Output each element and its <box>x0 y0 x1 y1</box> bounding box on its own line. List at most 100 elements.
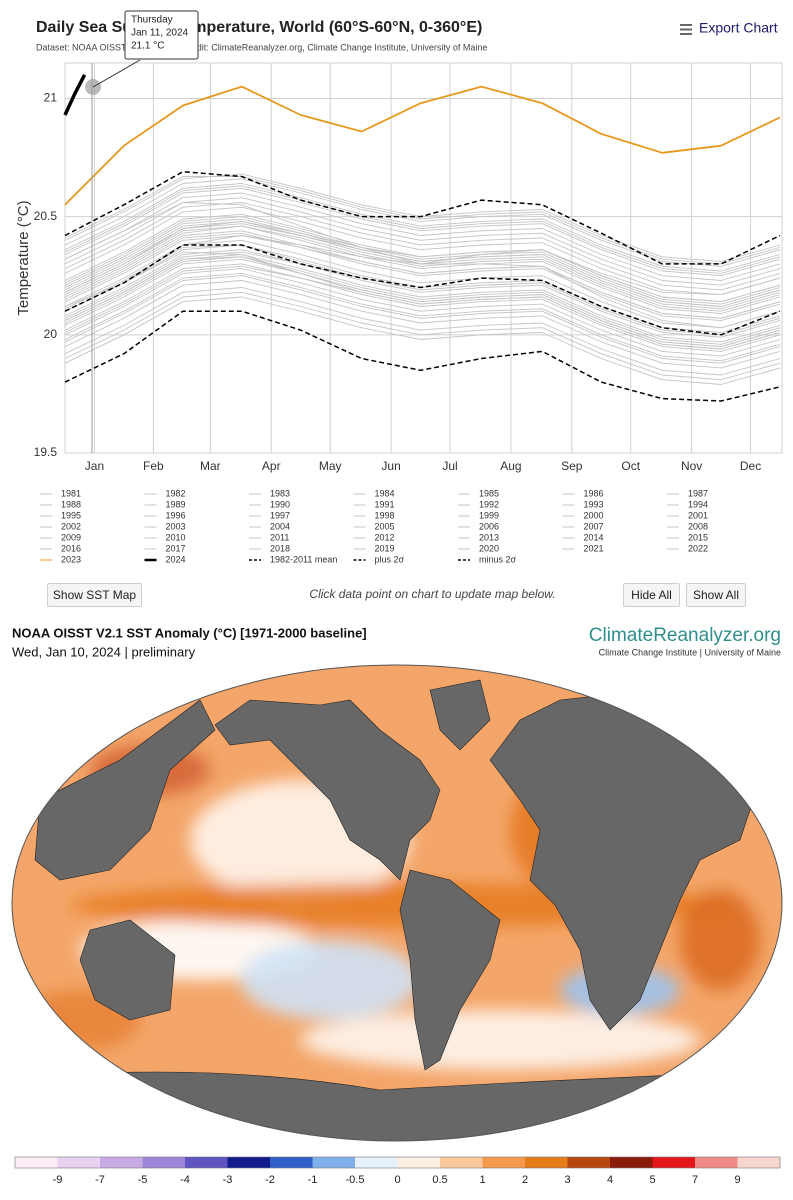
legend-item[interactable]: 1997 <box>249 510 290 520</box>
legend-item[interactable]: 2024 <box>144 554 186 564</box>
legend-item[interactable]: 2011 <box>249 532 289 542</box>
legend-item[interactable]: 1989 <box>144 499 186 509</box>
legend-label[interactable]: 2016 <box>61 543 81 553</box>
legend-item[interactable]: 1994 <box>667 499 708 509</box>
show-all-button[interactable]: Show All <box>686 583 746 607</box>
legend-item[interactable]: 2010 <box>144 532 186 542</box>
legend-label[interactable]: 2021 <box>584 543 604 553</box>
hide-all-button[interactable]: Hide All <box>623 583 680 607</box>
legend-item[interactable]: 2008 <box>667 521 708 531</box>
legend-item[interactable]: 2002 <box>40 521 81 531</box>
legend-item[interactable]: 2021 <box>562 543 604 553</box>
legend-item[interactable]: 1985 <box>458 488 499 498</box>
legend-label[interactable]: 1991 <box>375 499 395 509</box>
export-label[interactable]: Export Chart <box>699 20 778 36</box>
legend-item[interactable]: 1999 <box>458 510 499 520</box>
legend-label[interactable]: 2002 <box>61 521 81 531</box>
legend-item[interactable]: 2015 <box>667 532 708 542</box>
legend-item[interactable]: 2020 <box>458 543 499 553</box>
legend-label[interactable]: 1994 <box>688 499 708 509</box>
legend-label[interactable]: 1997 <box>270 510 290 520</box>
legend-item[interactable]: 1988 <box>40 499 81 509</box>
legend-item[interactable]: minus 2σ <box>458 554 517 564</box>
legend-label[interactable]: 1989 <box>166 499 186 509</box>
legend-label[interactable]: 2020 <box>479 543 499 553</box>
legend-item[interactable]: 1995 <box>40 510 81 520</box>
legend-label[interactable]: 2004 <box>270 521 290 531</box>
legend-item[interactable]: 2007 <box>562 521 604 531</box>
legend-item[interactable]: 1983 <box>249 488 290 498</box>
legend-item[interactable]: 2014 <box>562 532 604 542</box>
legend-item[interactable]: 2004 <box>249 521 290 531</box>
legend-item[interactable]: 2016 <box>40 543 81 553</box>
legend-label[interactable]: 2007 <box>584 521 604 531</box>
legend-item[interactable]: 2003 <box>144 521 186 531</box>
legend-label[interactable]: 2003 <box>166 521 186 531</box>
legend-label[interactable]: 2017 <box>166 543 186 553</box>
legend-item[interactable]: 1993 <box>562 499 604 509</box>
legend-item[interactable]: 2019 <box>353 543 395 553</box>
legend-item[interactable]: 1991 <box>353 499 395 509</box>
legend-item[interactable]: 2012 <box>353 532 395 542</box>
legend-label[interactable]: 2011 <box>270 532 289 542</box>
legend-item[interactable]: 1992 <box>458 499 499 509</box>
legend-item[interactable]: plus 2σ <box>353 554 405 564</box>
legend-item[interactable]: 2000 <box>562 510 604 520</box>
legend-label[interactable]: 1999 <box>479 510 499 520</box>
export-button[interactable]: Export Chart <box>680 20 778 36</box>
legend-label[interactable]: 2010 <box>166 532 186 542</box>
legend-label[interactable]: 1985 <box>479 488 499 498</box>
legend-label[interactable]: 2022 <box>688 543 708 553</box>
legend-label[interactable]: 2014 <box>584 532 604 542</box>
legend-label[interactable]: 2019 <box>375 543 395 553</box>
legend-label[interactable]: 2006 <box>479 521 499 531</box>
legend-label[interactable]: 1988 <box>61 499 81 509</box>
legend-label[interactable]: 1998 <box>375 510 395 520</box>
legend-label[interactable]: 1993 <box>584 499 604 509</box>
legend-label[interactable]: 2008 <box>688 521 708 531</box>
legend-label[interactable]: 1996 <box>166 510 186 520</box>
legend-label[interactable]: 1992 <box>479 499 499 509</box>
legend-item[interactable]: 2022 <box>667 543 708 553</box>
legend-label[interactable]: 2005 <box>375 521 395 531</box>
legend-item[interactable]: 2017 <box>144 543 186 553</box>
legend-label[interactable]: 1983 <box>270 488 290 498</box>
legend-label[interactable]: 1986 <box>584 488 604 498</box>
legend-item[interactable]: 1987 <box>667 488 708 498</box>
legend-item[interactable]: 1986 <box>562 488 604 498</box>
legend-item[interactable]: 2013 <box>458 532 499 542</box>
legend-item[interactable]: 1981 <box>40 488 81 498</box>
colorbar-cell <box>397 1157 441 1168</box>
legend-label[interactable]: 2000 <box>584 510 604 520</box>
legend-label[interactable]: 2018 <box>270 543 290 553</box>
legend-label[interactable]: 2001 <box>688 510 708 520</box>
legend-label[interactable]: minus 2σ <box>479 554 517 564</box>
legend-item[interactable]: 2006 <box>458 521 499 531</box>
show-map-button[interactable]: Show SST Map <box>47 583 142 607</box>
legend-label[interactable]: 2009 <box>61 532 81 542</box>
legend-item[interactable]: 2005 <box>353 521 395 531</box>
legend-label[interactable]: 2013 <box>479 532 499 542</box>
legend-item[interactable]: 1982 <box>144 488 186 498</box>
legend-item[interactable]: 1996 <box>144 510 186 520</box>
legend-label[interactable]: 1981 <box>61 488 81 498</box>
legend-label[interactable]: 2012 <box>375 532 395 542</box>
legend-label[interactable]: 1982-2011 mean <box>270 554 337 564</box>
legend-item[interactable]: 1990 <box>249 499 290 509</box>
legend-label[interactable]: 2024 <box>166 554 186 564</box>
legend-item[interactable]: 2009 <box>40 532 81 542</box>
legend-item[interactable]: 1998 <box>353 510 395 520</box>
legend-label[interactable]: 1982 <box>166 488 186 498</box>
legend-label[interactable]: 2015 <box>688 532 708 542</box>
legend-label[interactable]: 1987 <box>688 488 708 498</box>
legend-item[interactable]: 2018 <box>249 543 290 553</box>
legend-label[interactable]: plus 2σ <box>375 554 405 564</box>
legend-label[interactable]: 1995 <box>61 510 81 520</box>
legend-item[interactable]: 1982-2011 mean <box>249 554 337 564</box>
legend-label[interactable]: 1990 <box>270 499 290 509</box>
legend-item[interactable]: 2001 <box>667 510 708 520</box>
legend-label[interactable]: 2023 <box>61 554 81 564</box>
legend-label[interactable]: 1984 <box>375 488 395 498</box>
legend-item[interactable]: 2023 <box>40 554 81 564</box>
legend-item[interactable]: 1984 <box>353 488 395 498</box>
